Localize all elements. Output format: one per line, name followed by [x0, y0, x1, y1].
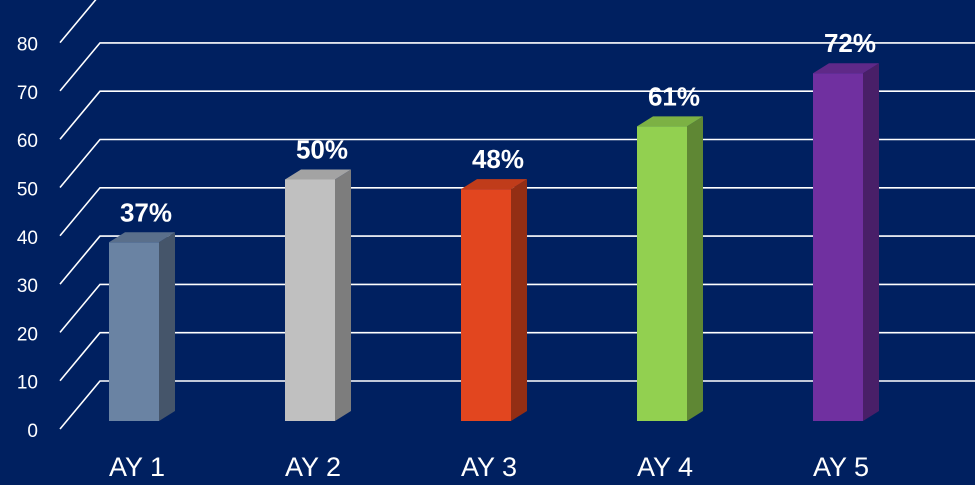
bars — [109, 63, 879, 422]
category-label: AY 4 — [637, 452, 693, 482]
category-label: AY 2 — [285, 452, 341, 482]
data-label: 48% — [472, 144, 524, 174]
bar-front — [813, 73, 863, 422]
category-label: AY 5 — [813, 452, 869, 482]
bar-side — [511, 179, 527, 421]
bar-top — [285, 169, 351, 180]
y-tick-label: 50 — [17, 180, 38, 201]
bar-top — [461, 179, 527, 190]
bar-side — [159, 232, 175, 421]
bar-top — [813, 63, 879, 74]
data-label: 61% — [648, 81, 700, 111]
bar-top — [109, 232, 175, 243]
gridline — [59, 90, 975, 140]
y-tick-label: 60 — [17, 131, 38, 152]
bar-4 — [637, 116, 703, 422]
bar-front — [637, 126, 687, 422]
y-tick-label: 30 — [17, 276, 38, 297]
bar-front — [285, 179, 335, 421]
data-label: 50% — [296, 135, 348, 165]
data-labels: 37% 50% 48% 61% 72% — [120, 28, 876, 227]
y-tick-label: 10 — [17, 373, 38, 394]
bar-3 — [461, 179, 527, 421]
bar-side — [863, 63, 879, 422]
data-label: 37% — [120, 197, 172, 227]
bar-side — [687, 116, 703, 422]
bar-front — [461, 189, 511, 421]
y-tick-label: 0 — [27, 421, 38, 442]
y-tick-label: 70 — [17, 83, 38, 104]
bar-front — [109, 242, 159, 421]
bar-top — [637, 116, 703, 127]
y-tick-label: 40 — [17, 228, 38, 249]
bar-2 — [285, 169, 351, 421]
category-label: AY 3 — [461, 452, 517, 482]
gridline — [59, 42, 975, 92]
category-label: AY 1 — [109, 452, 165, 482]
gridlines — [59, 0, 975, 430]
bar-5 — [813, 63, 879, 422]
data-label: 72% — [824, 28, 876, 58]
bar-side — [335, 169, 351, 421]
x-axis-categories: AY 1 AY 2 AY 3 AY 4 AY 5 — [109, 452, 869, 482]
y-axis-ticks: 0 10 20 30 40 50 60 70 80 — [17, 35, 38, 442]
gridline — [59, 0, 97, 44]
y-tick-label: 20 — [17, 324, 38, 345]
y-tick-label: 80 — [17, 35, 38, 56]
bar-1 — [109, 232, 175, 421]
